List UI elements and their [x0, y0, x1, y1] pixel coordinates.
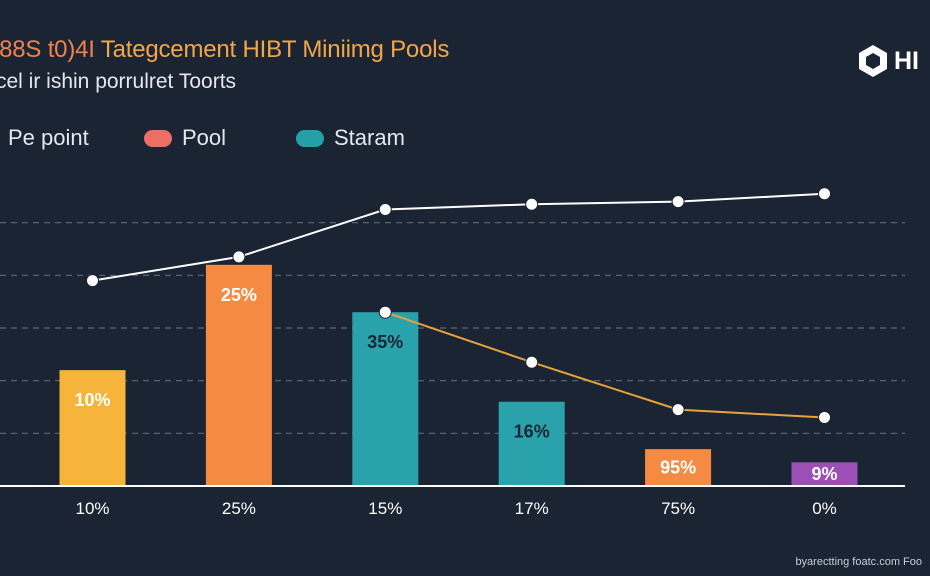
- bar-value-label: 35%: [367, 332, 403, 352]
- chart-legend: Pe point Pool Staram: [0, 125, 930, 155]
- chart-subtitle: cel ir ishin porrulret Toorts: [0, 70, 237, 93]
- x-tick-label: 10%: [75, 499, 109, 518]
- series-point: [818, 187, 831, 201]
- watermark: byarectting foatc.com Foo: [795, 556, 922, 568]
- hexagon-logo-icon: [859, 45, 887, 77]
- chart-title: l88S t0)4I Tategcement HIBT Miniimg Pool…: [0, 36, 449, 64]
- series-point: [525, 197, 539, 211]
- series-point: [671, 195, 685, 209]
- legend-swatch: [144, 129, 172, 147]
- series-point: [86, 274, 99, 288]
- brand-logo: HI: [856, 44, 919, 78]
- legend-item-pe-point: Pe point: [8, 125, 89, 151]
- chart-title-main: Tategcement HIBT Miniimg Pools: [100, 36, 450, 63]
- bar: [59, 370, 126, 486]
- bar: [645, 449, 712, 486]
- chart-title-prefix: l88S t0)4I: [0, 36, 95, 63]
- series-point: [525, 355, 539, 369]
- bar: [498, 401, 565, 486]
- legend-label: Pe point: [8, 125, 89, 150]
- bar-value-label: 16%: [514, 422, 550, 442]
- bar-value-label: 10%: [74, 390, 110, 410]
- x-tick-label: 15%: [368, 499, 402, 518]
- series-point: [378, 203, 392, 216]
- bar-value-label: 25%: [221, 285, 257, 305]
- bar: [791, 462, 858, 486]
- legend-swatch: [296, 129, 324, 147]
- legend-label: Staram: [334, 125, 405, 150]
- legend-item-pool: Pool: [144, 125, 226, 151]
- bar: [352, 312, 419, 486]
- x-tick-label: 0%: [812, 499, 837, 518]
- bar-value-label: 95%: [660, 458, 696, 478]
- brand-logo-text: HI: [894, 46, 919, 75]
- x-tick-label: 25%: [222, 499, 256, 518]
- series-point: [232, 250, 246, 264]
- series-line: [92, 192, 825, 282]
- x-tick-label: 17%: [515, 499, 549, 518]
- bar: [205, 264, 272, 486]
- legend-item-staram: Staram: [296, 125, 405, 151]
- series-point: [378, 305, 392, 319]
- bar-value-label: 9%: [811, 464, 837, 484]
- legend-label: Pool: [182, 125, 227, 150]
- series-point: [818, 411, 831, 425]
- series-point: [671, 403, 685, 417]
- x-tick-label: 75%: [661, 499, 695, 518]
- series-line: [384, 311, 825, 419]
